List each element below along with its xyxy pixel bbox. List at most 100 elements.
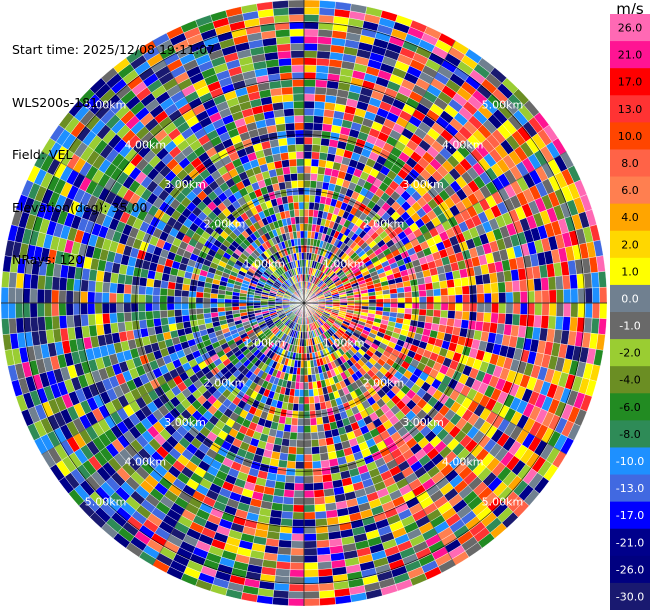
range-gate xyxy=(123,293,132,304)
range-gate xyxy=(284,482,295,491)
range-gate xyxy=(303,590,320,599)
range-gate xyxy=(8,317,18,335)
range-gate xyxy=(137,302,146,312)
range-gate xyxy=(382,293,391,300)
range-gate xyxy=(303,108,315,116)
range-gate xyxy=(303,439,312,448)
range-gate xyxy=(166,295,175,304)
range-gate xyxy=(468,284,478,295)
range-gate xyxy=(511,313,521,326)
range-gate xyxy=(280,79,293,88)
range-gate xyxy=(303,158,312,167)
range-gate xyxy=(138,319,148,330)
range-gate xyxy=(293,497,305,506)
range-gate xyxy=(278,65,293,74)
range-gate xyxy=(297,425,305,434)
range-gate xyxy=(519,291,528,304)
range-gate xyxy=(498,302,507,314)
ppi-sectors xyxy=(0,0,608,607)
range-gate xyxy=(303,533,317,542)
range-gate xyxy=(303,144,313,152)
range-gate xyxy=(137,294,146,304)
range-gate xyxy=(283,108,295,117)
range-gate xyxy=(316,50,331,60)
range-gate xyxy=(318,159,327,168)
range-gate xyxy=(287,598,305,607)
range-gate xyxy=(541,289,550,304)
range-gate xyxy=(109,292,117,304)
range-gate xyxy=(303,122,314,131)
range-gate xyxy=(290,540,305,549)
range-gate xyxy=(533,314,542,329)
range-gate xyxy=(303,598,321,607)
range-gate xyxy=(94,291,103,304)
range-gate xyxy=(51,315,61,330)
range-gate xyxy=(310,158,320,167)
range-gate xyxy=(433,302,442,311)
range-gate xyxy=(310,165,319,175)
range-gate xyxy=(283,489,295,498)
range-gate xyxy=(303,461,313,470)
range-gate xyxy=(160,317,169,326)
range-gate xyxy=(303,562,319,571)
range-gate xyxy=(288,439,298,448)
range-gate xyxy=(455,294,463,304)
range-gate xyxy=(440,287,449,297)
range-gate xyxy=(285,467,296,477)
range-gate xyxy=(303,497,315,506)
range-gate xyxy=(275,561,291,570)
range-gate xyxy=(281,438,290,447)
range-gate xyxy=(418,289,427,298)
range-gate xyxy=(195,291,204,298)
range-gate xyxy=(426,302,435,310)
range-gate xyxy=(152,286,161,296)
range-gate xyxy=(289,165,298,175)
range-gate xyxy=(102,313,111,325)
range-gate xyxy=(321,415,330,425)
range-gate xyxy=(303,0,321,8)
range-gate xyxy=(65,290,74,304)
range-gate xyxy=(426,296,435,304)
range-gate xyxy=(489,272,498,284)
range-gate xyxy=(447,310,456,320)
range-gate xyxy=(317,561,333,570)
range-gate xyxy=(313,108,325,117)
range-gate xyxy=(293,201,300,210)
range-gate xyxy=(80,302,89,315)
range-gate xyxy=(58,289,67,304)
range-gate xyxy=(138,285,147,295)
range-gate xyxy=(317,431,326,440)
range-gate xyxy=(294,475,305,484)
range-gate xyxy=(475,311,485,323)
range-gate xyxy=(317,553,332,563)
range-gate xyxy=(281,503,294,513)
range-gate xyxy=(275,473,287,483)
range-gate xyxy=(322,422,332,432)
range-gate xyxy=(467,320,477,331)
range-gate xyxy=(309,180,318,189)
range-gate xyxy=(166,302,175,311)
range-gate xyxy=(174,315,184,324)
range-gate xyxy=(316,423,325,433)
range-gate xyxy=(287,446,297,455)
range-gate xyxy=(291,533,305,542)
range-gate xyxy=(569,316,578,332)
range-gate xyxy=(8,287,17,304)
range-gate xyxy=(303,468,314,477)
range-gate xyxy=(280,518,293,527)
range-gate xyxy=(375,302,384,308)
range-gate xyxy=(540,277,550,291)
range-gate xyxy=(396,286,405,294)
range-gate xyxy=(562,274,571,290)
range-gate xyxy=(534,290,543,304)
range-gate xyxy=(319,452,330,462)
range-gate xyxy=(307,374,313,383)
range-gate xyxy=(173,296,182,304)
range-gate xyxy=(404,308,413,315)
range-gate xyxy=(44,289,53,304)
range-gate xyxy=(303,180,311,188)
range-gate xyxy=(246,305,254,310)
range-gate xyxy=(467,275,477,286)
range-gate xyxy=(590,317,600,335)
range-gate xyxy=(297,418,305,426)
